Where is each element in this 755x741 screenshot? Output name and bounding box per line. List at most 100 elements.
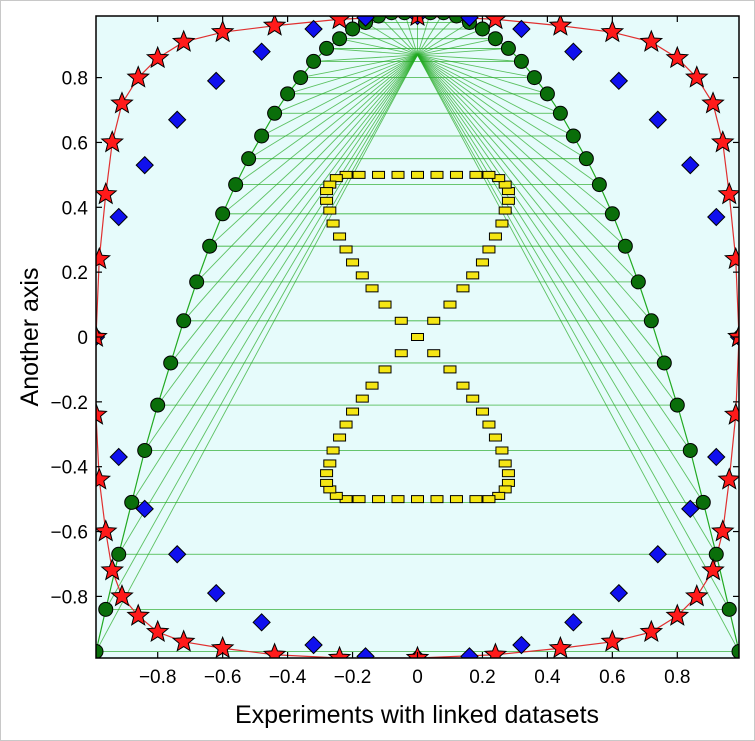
mesh-line [417,54,535,79]
star-marker [711,130,735,153]
square-marker [372,495,386,504]
circle-marker [500,40,516,56]
star-marker [110,91,134,114]
square-marker [466,271,480,280]
square-marker [329,174,343,183]
circle-marker [345,21,361,37]
mesh-line [417,54,587,160]
mesh-line [417,54,739,652]
square-marker [411,495,424,504]
star-marker [701,558,725,581]
star-marker [126,603,150,626]
x-axis: −0.8 −0.6 −0.4 −0.2 0 0.2 0.4 0.6 0.8 [139,16,691,688]
y-tick-label: 0 [77,328,88,349]
square-marker [339,420,353,429]
mesh-line [274,54,418,114]
square-marker [488,433,502,442]
mesh-line [417,54,613,215]
circle-marker [513,53,529,69]
square-marker [326,446,340,455]
square-marker [501,469,515,478]
circle-marker [202,238,218,254]
mesh-line [183,54,418,322]
square-marker [323,485,337,494]
diamond-marker [460,647,479,658]
mesh-line [417,54,691,451]
star-marker [723,402,739,425]
mesh-line [105,54,418,610]
y-axis-title: Another axis [16,268,44,407]
square-marker [495,219,509,228]
circle-marker [630,274,646,290]
star-marker [96,246,112,270]
y-tick-label: −0.6 [50,523,88,544]
star-marker [328,16,351,30]
mesh-line [96,54,418,652]
mesh-line [417,54,574,137]
star-marker [145,619,170,643]
square-marker [498,180,512,189]
mesh-line [417,54,626,247]
diamond-marker [681,155,700,175]
diamond-marker [304,635,323,655]
diamond-marker [167,110,187,129]
y-tick-label: −0.8 [50,587,88,608]
mesh-line [339,38,418,56]
circle-marker [98,601,114,617]
circle-marker [96,644,104,658]
mesh-line [417,47,509,56]
circle-marker [397,16,412,21]
x-tick-label: 0.2 [469,667,495,688]
square-marker [443,300,457,309]
diamond-marker [135,499,154,519]
star-marker [717,467,739,490]
circle-marker [384,16,399,21]
mesh-line [417,54,704,503]
square-marker [469,170,483,179]
square-marker [501,187,515,196]
diamond-marker [135,155,154,175]
diamond-marker [356,16,375,27]
star-marker [484,16,507,30]
star-marker [639,29,664,52]
star-marker [548,635,573,658]
circle-marker [176,313,192,329]
circle-marker [137,442,153,458]
diamond-marker [564,613,583,632]
circle-marker [267,105,283,121]
circle-marker [695,494,711,510]
star-series-line [96,16,739,658]
series-layer [96,16,739,658]
star-marker [145,45,170,69]
square-marker [498,459,512,468]
square-marker [456,381,470,390]
mesh-line [326,47,418,56]
circle-marker [526,70,542,86]
mesh-line [209,54,418,247]
y-tick-label: 0.4 [62,198,89,219]
star-marker [126,65,150,88]
mesh-line [352,28,418,56]
diamond-marker [609,71,629,91]
square-marker [430,495,444,504]
green-mesh-fill [96,16,739,652]
x-tick-label: 0.6 [599,667,625,688]
square-marker [475,407,489,416]
square-marker [320,187,334,196]
diamond-marker [206,71,226,91]
square-marker [394,349,408,358]
circle-marker [423,16,438,21]
square-marker [427,316,441,325]
square-marker [482,170,496,179]
x-tick-label: 0.4 [534,667,561,688]
mesh-line [222,54,418,215]
square-marker [394,316,408,325]
star-marker [262,16,287,36]
star-marker [711,519,735,542]
square-marker [391,170,405,179]
square-marker [333,433,347,442]
square-marker [482,245,496,254]
mesh-line [131,54,418,503]
star-marker [96,467,112,490]
star-marker [600,629,625,652]
